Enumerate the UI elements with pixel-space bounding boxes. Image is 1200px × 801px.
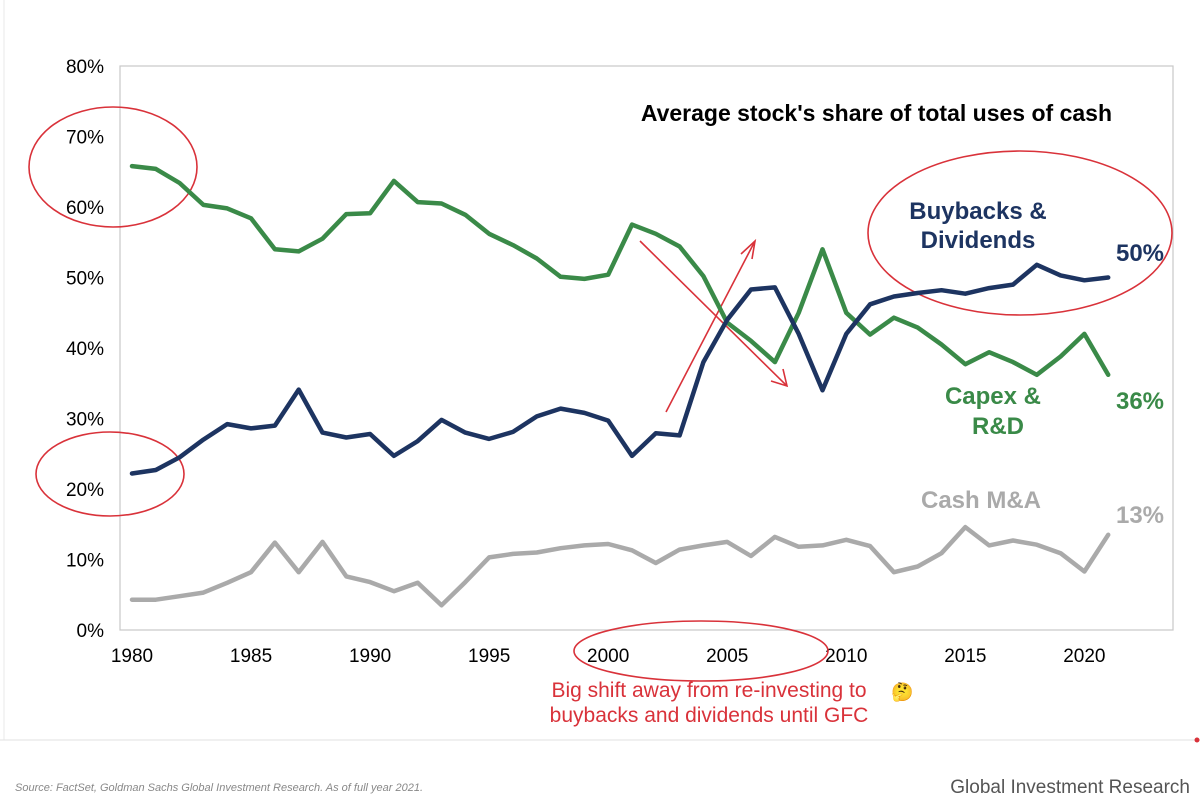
label-capex-line1: Capex & [945, 383, 1041, 410]
y-tick-label: 70% [66, 128, 104, 149]
x-tick-label: 1995 [468, 646, 510, 667]
x-tick-label: 1980 [111, 646, 153, 667]
series-lines [129, 163, 1111, 608]
annotation-circle-20pct [35, 431, 185, 517]
y-tick-label: 80% [66, 57, 104, 78]
y-tick-label: 60% [66, 198, 104, 219]
annotation-circle-70pct [28, 106, 198, 228]
label-capex-line2: R&D [972, 413, 1024, 440]
y-tick-label: 0% [77, 621, 105, 642]
annotation-circle-2000s [573, 620, 829, 682]
x-tick-label: 2005 [706, 646, 748, 667]
arrow-down [639, 240, 789, 388]
x-tick-label: 2020 [1063, 646, 1105, 667]
x-axis: 1980 1985 1990 1995 2000 2005 2010 2015 2020 [111, 646, 1106, 667]
footer-marker [1194, 737, 1200, 743]
end-label-cash-ma: 13% [1116, 502, 1164, 529]
y-tick-label: 30% [66, 410, 104, 431]
thinking-emoji: 🤔 [891, 682, 913, 703]
x-tick-label: 1985 [230, 646, 272, 667]
label-cash-ma: Cash M&A [921, 487, 1041, 514]
y-tick-label: 40% [66, 339, 104, 360]
y-axis: 0% 10% 20% 30% 40% 50% 60% 70% 80% [66, 57, 104, 642]
y-tick-label: 50% [66, 269, 104, 290]
annotation-line-2: buybacks and dividends until GFC [550, 704, 869, 727]
x-tick-label: 1990 [349, 646, 391, 667]
y-tick-label: 10% [66, 551, 104, 572]
footer-brand: Global Investment Research [950, 777, 1190, 798]
footer-source: Source: FactSet, Goldman Sachs Global In… [15, 782, 423, 794]
annotation-circle-buybacks [867, 150, 1173, 316]
y-tick-label: 20% [66, 480, 104, 501]
series-line-buybacks-dividends [129, 262, 1111, 476]
chart-title: Average stock's share of total uses of c… [641, 100, 1112, 126]
label-buybacks-line2: Dividends [921, 227, 1036, 254]
arrow-up [665, 238, 757, 413]
x-tick-label: 2000 [587, 646, 629, 667]
label-buybacks-line1: Buybacks & [909, 198, 1046, 225]
series-line-cash-m-a [129, 524, 1111, 608]
end-label-capex: 36% [1116, 388, 1164, 415]
x-tick-label: 2010 [825, 646, 867, 667]
series-line-capex-r-d [129, 163, 1111, 378]
end-label-buybacks: 50% [1116, 240, 1164, 267]
x-tick-label: 2015 [944, 646, 986, 667]
annotation-line-1: Big shift away from re-investing to [551, 679, 866, 702]
plot-area [119, 65, 1174, 631]
